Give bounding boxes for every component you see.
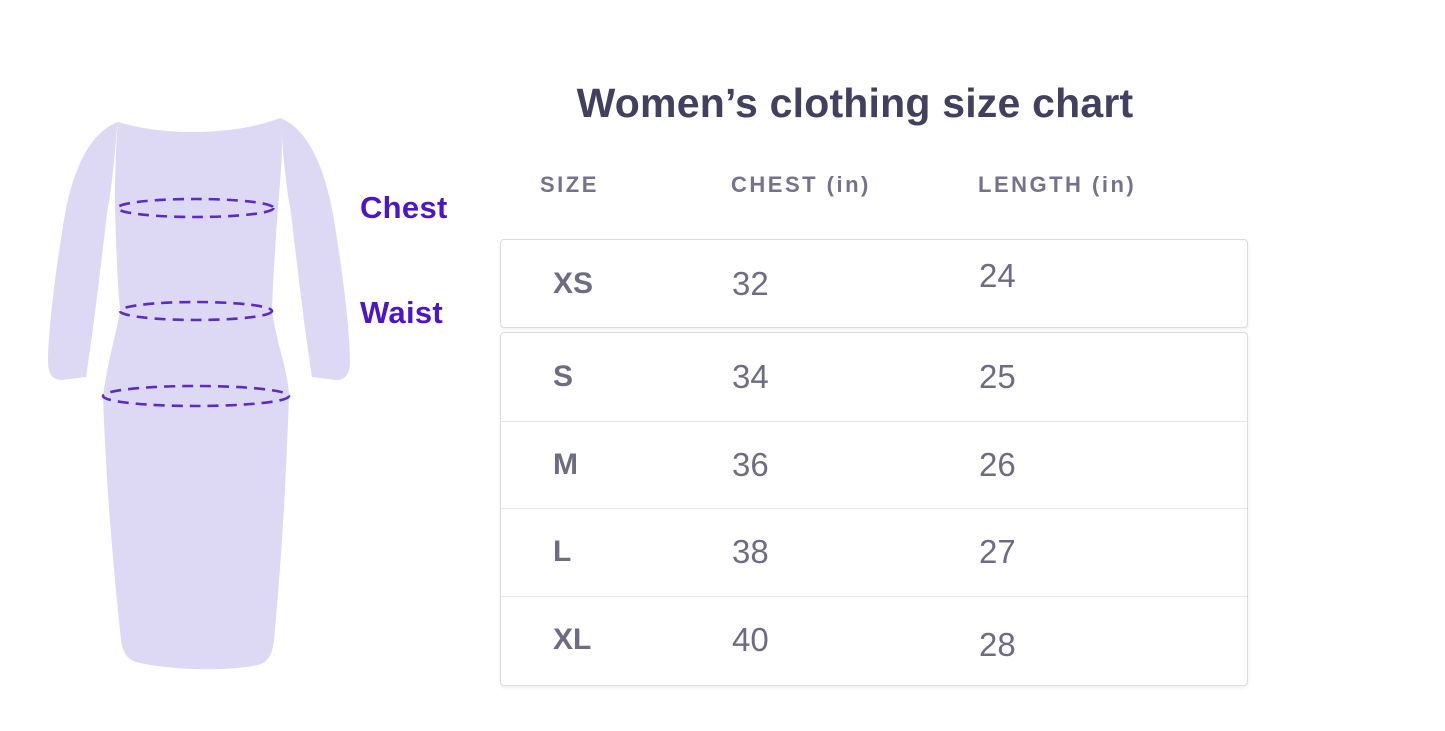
size-cell: M	[553, 447, 578, 481]
length-cell: 26	[979, 445, 1016, 483]
table-row: XL 40 28	[501, 595, 1247, 684]
chest-cell: 34	[732, 357, 769, 395]
size-cell: XL	[553, 622, 592, 656]
dress-body-shape	[103, 118, 289, 670]
column-header-length: LENGTH (in)	[978, 172, 1137, 197]
table-header-row: SIZE CHEST (in) LENGTH (in)	[500, 170, 1248, 200]
chest-cell: 36	[732, 445, 769, 483]
table-row: XS 32 24	[501, 240, 1247, 328]
length-cell: 25	[979, 357, 1016, 395]
waist-measure-line	[118, 300, 274, 322]
page-title: Women’s clothing size chart	[576, 80, 1134, 126]
size-table-card-main: S 34 25 M 36 26 L 38 27 XL 40 28	[500, 332, 1248, 686]
dress-left-sleeve	[48, 122, 118, 380]
size-table-card-xs: XS 32 24	[500, 239, 1248, 328]
hip-measure-line	[101, 384, 291, 408]
dress-right-sleeve	[280, 118, 350, 380]
chest-measure-line	[116, 197, 275, 219]
table-row: L 38 27	[501, 508, 1247, 596]
chest-label: Chest	[360, 190, 448, 225]
size-cell: S	[553, 359, 574, 393]
column-header-chest: CHEST (in)	[731, 172, 871, 197]
size-cell: XS	[553, 267, 594, 300]
chest-cell: 38	[732, 533, 769, 571]
dress-illustration	[48, 118, 350, 670]
table-row: M 36 26	[501, 420, 1247, 509]
size-cell: L	[553, 535, 572, 569]
column-header-size: SIZE	[540, 172, 599, 197]
waist-label: Waist	[360, 295, 444, 330]
length-cell: 27	[979, 533, 1016, 571]
chest-cell: 32	[732, 265, 769, 302]
chest-cell: 40	[732, 620, 769, 658]
table-row: S 34 25	[501, 333, 1247, 421]
length-cell: 24	[979, 257, 1016, 294]
length-cell: 28	[979, 625, 1016, 663]
